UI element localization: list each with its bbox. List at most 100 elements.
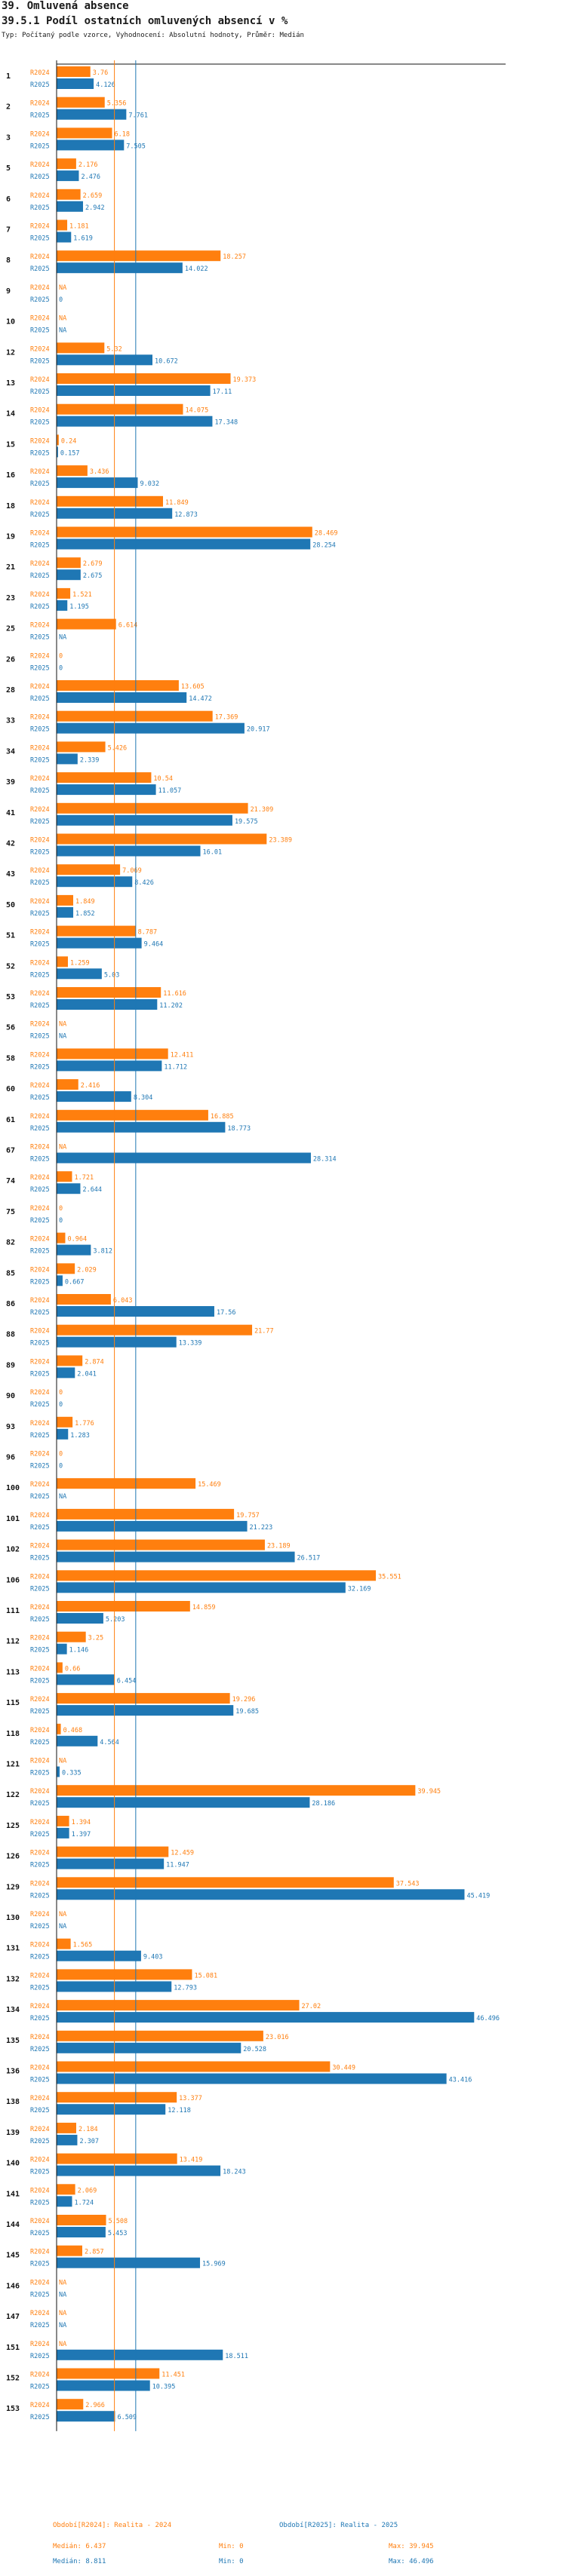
legend-r2024-max: Max: 39.945	[389, 2543, 434, 2550]
series-tag-r2024-145: R2024	[30, 2249, 50, 2256]
bar-r2024-61	[57, 1109, 208, 1121]
bar-r2024-25	[57, 618, 116, 630]
value-label-r2025-121: 0.335	[62, 1770, 82, 1777]
series-tag-r2025-122: R2025	[30, 1800, 50, 1808]
bar-r2024-41	[57, 802, 248, 814]
series-tag-r2025-51: R2025	[30, 941, 50, 949]
value-label-r2025-7: 1.619	[73, 235, 93, 243]
value-label-r2025-82: 3.812	[93, 1248, 112, 1256]
value-label-r2024-140: 13.419	[180, 2157, 203, 2164]
value-label-r2024-9: NA	[59, 284, 66, 292]
bar-r2025-121	[57, 1766, 60, 1777]
value-label-r2025-26: 0	[59, 664, 63, 672]
value-label-r2024-42: 23.389	[269, 837, 292, 845]
series-tag-r2024-75: R2024	[30, 1205, 50, 1213]
value-label-r2024-28: 13.605	[181, 683, 205, 691]
bar-r2024-7	[57, 219, 68, 231]
category-label-151: 151	[6, 2344, 20, 2352]
value-label-r2024-75: 0	[59, 1205, 63, 1213]
value-label-r2025-106: 32.169	[348, 1585, 371, 1593]
category-label-152: 152	[6, 2375, 20, 2383]
series-tag-r2025-135: R2025	[30, 2046, 50, 2053]
series-tag-r2024-115: R2024	[30, 1696, 50, 1704]
series-tag-r2024-74: R2024	[30, 1174, 50, 1182]
value-label-r2024-52: 1.259	[70, 959, 90, 967]
category-label-112: 112	[6, 1638, 20, 1646]
series-tag-r2025-18: R2025	[30, 511, 50, 519]
series-tag-r2024-88: R2024	[30, 1328, 50, 1336]
category-label-41: 41	[6, 809, 15, 817]
bar-r2025-134	[57, 2012, 475, 2023]
series-tag-r2025-10: R2025	[30, 327, 50, 335]
category-label-134: 134	[6, 2006, 20, 2014]
value-label-r2025-34: 2.339	[80, 756, 100, 764]
value-label-r2024-146: NA	[59, 2279, 66, 2286]
bar-r2024-113	[57, 1662, 63, 1673]
value-label-r2024-21: 2.679	[83, 560, 103, 568]
bar-r2024-19	[57, 526, 312, 538]
series-tag-r2024-12: R2024	[30, 345, 50, 353]
bar-r2025-7	[57, 232, 72, 243]
value-label-r2025-93: 1.283	[70, 1432, 90, 1440]
series-tag-r2024-8: R2024	[30, 253, 50, 261]
value-label-r2025-90: 0	[59, 1401, 63, 1409]
value-label-r2025-113: 6.454	[117, 1677, 137, 1685]
series-tag-r2024-101: R2024	[30, 1512, 50, 1520]
bar-r2025-42	[57, 845, 201, 857]
bar-r2025-88	[57, 1336, 177, 1348]
category-label-5: 5	[6, 164, 11, 173]
bar-r2025-23	[57, 600, 68, 611]
value-label-r2024-93: 1.776	[75, 1420, 94, 1428]
bar-r2025-82	[57, 1244, 91, 1256]
category-label-146: 146	[6, 2282, 20, 2290]
bar-r2025-85	[57, 1275, 63, 1286]
value-label-r2024-56: NA	[59, 1021, 66, 1029]
bar-r2025-101	[57, 1520, 248, 1532]
series-tag-r2025-112: R2025	[30, 1647, 50, 1654]
value-label-r2024-5: 2.176	[78, 161, 98, 169]
legend-r2025-median: Medián: 8.811	[53, 2558, 106, 2565]
value-label-r2025-151: 18.511	[225, 2353, 248, 2360]
category-label-141: 141	[6, 2190, 20, 2198]
series-tag-r2024-138: R2024	[30, 2095, 50, 2102]
bar-r2025-151	[57, 2349, 223, 2360]
value-label-r2024-111: 14.859	[192, 1604, 216, 1612]
value-label-r2024-39: 10.54	[153, 775, 173, 783]
value-label-r2025-61: 18.773	[227, 1125, 251, 1133]
bar-r2024-141	[57, 2184, 75, 2195]
value-label-r2024-136: 30.449	[332, 2065, 355, 2072]
series-tag-r2025-146: R2025	[30, 2291, 50, 2298]
series-tag-r2025-33: R2025	[30, 726, 50, 734]
category-label-60: 60	[6, 1085, 15, 1093]
category-label-122: 122	[6, 1791, 20, 1799]
series-tag-r2025-7: R2025	[30, 235, 50, 243]
category-label-153: 153	[6, 2405, 20, 2413]
series-tag-r2025-111: R2025	[30, 1616, 50, 1624]
value-label-r2024-50: 1.849	[75, 898, 95, 906]
bar-r2024-14	[57, 403, 183, 415]
bar-r2024-34	[57, 741, 106, 753]
category-label-39: 39	[6, 778, 15, 787]
category-label-88: 88	[6, 1331, 15, 1339]
value-label-r2024-126: 12.459	[171, 1850, 194, 1857]
bar-chart: 1 R2024 3.76 R2025 4.126 2 R2024 5.356 R2025 7.76…	[6, 60, 506, 2431]
value-label-r2024-153: 2.966	[85, 2402, 105, 2409]
chart-subtitle: 39.5.1 Podíl ostatních omluvených absenc…	[2, 15, 288, 27]
value-label-r2025-33: 20.917	[247, 726, 270, 734]
category-label-2: 2	[6, 103, 11, 112]
series-tag-r2024-41: R2024	[30, 806, 50, 814]
category-label-115: 115	[6, 1699, 20, 1707]
category-label-33: 33	[6, 717, 15, 725]
bar-r2024-112	[57, 1631, 86, 1642]
value-label-r2024-53: 11.616	[163, 990, 186, 998]
bar-r2024-134	[57, 2000, 300, 2011]
series-tag-r2025-60: R2025	[30, 1094, 50, 1102]
value-label-r2025-18: 12.873	[174, 511, 198, 519]
series-tag-r2024-82: R2024	[30, 1236, 50, 1244]
value-label-r2025-118: 4.564	[100, 1739, 119, 1746]
bar-r2025-43	[57, 876, 133, 888]
bar-r2024-100	[57, 1478, 196, 1489]
bar-r2025-89	[57, 1367, 75, 1378]
bar-r2024-16	[57, 465, 88, 477]
value-label-r2024-1: 3.76	[93, 69, 108, 77]
